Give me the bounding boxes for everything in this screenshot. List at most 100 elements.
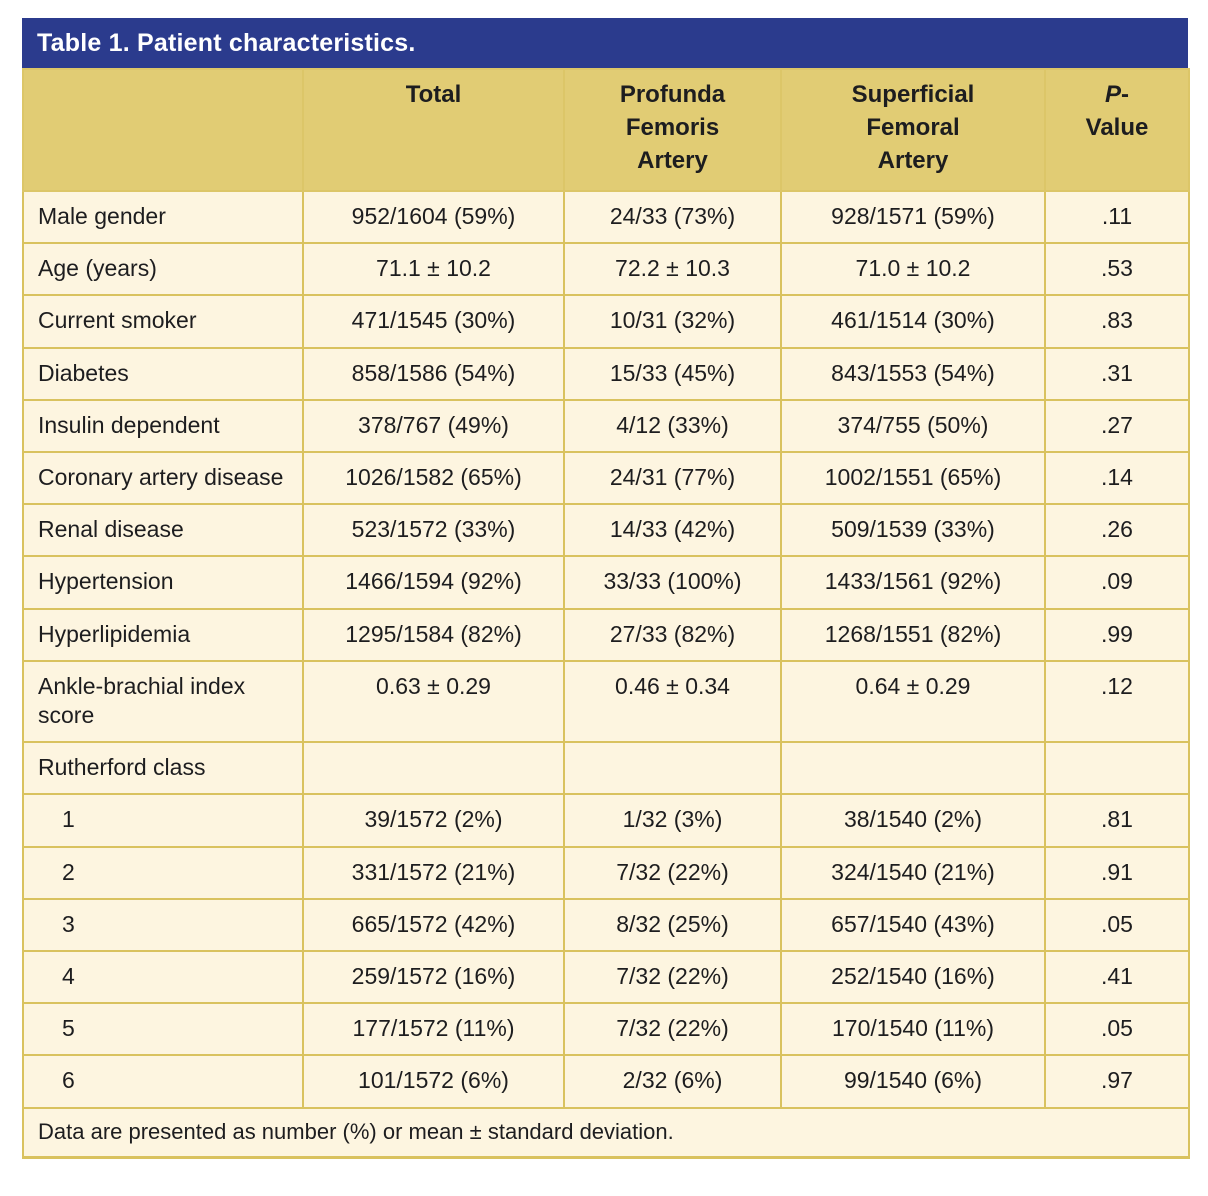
total-cell: 71.1 ± 10.2 [302,242,565,297]
row-label-cell: 5 [22,1002,304,1057]
table-figure: Table 1. Patient characteristics. Total … [22,18,1190,1160]
pvalue-cell: .14 [1044,451,1190,506]
profunda-cell [563,741,782,796]
total-cell: 177/1572 (11%) [302,1002,565,1057]
superficial-cell: 843/1553 (54%) [780,346,1046,401]
superficial-cell: 928/1571 (59%) [780,189,1046,245]
row-label-cell: Male gender [22,189,304,245]
pvalue-cell: .53 [1044,242,1190,297]
table-row: Hypertension 1466/1594 (92%) 33/33 (100%) 1… [22,555,1190,610]
table-row: Male gender 952/1604 (59%) 24/33 (73%) 928/… [22,189,1190,245]
table-row: 5 177/1572 (11%) 7/32 (22%) 170/1540 (11%).… [22,1002,1190,1057]
pvalue-cell: .83 [1044,294,1190,349]
profunda-cell: 7/32 (22%) [563,950,782,1005]
profunda-cell: 1/32 (3%) [563,793,782,848]
total-cell: 858/1586 (54%) [302,346,565,401]
pvalue-cell: .41 [1044,950,1190,1005]
row-label-cell: Hyperlipidemia [22,607,304,662]
row-label-cell: 3 [22,897,304,953]
table-footer: Data are presented as number (%) or mean… [22,1106,1190,1159]
total-cell: 331/1572 (21%) [302,845,565,900]
profunda-cell: 15/33 (45%) [563,346,782,401]
superficial-cell: 324/1540 (21%) [780,845,1046,900]
pvalue-cell: .97 [1044,1054,1190,1109]
footnote-cell: Data are presented as number (%) or mean… [22,1106,1190,1159]
row-label-cell: Ankle-brachial index score [22,659,304,744]
header-profunda-cell: Profunda Femoris Artery [563,68,782,192]
total-cell: 378/767 (49%) [302,398,565,454]
profunda-cell: 27/33 (82%) [563,607,782,662]
pvalue-cell: .05 [1044,897,1190,953]
header-pvalue-cell: P- Value [1044,68,1190,192]
table-row: Coronary artery disease 1026/1582 (65%) 24… [22,451,1190,506]
pvalue-cell: .12 [1044,659,1190,744]
table-row: Current smoker 471/1545 (30%) 10/31 (32%) 4… [22,294,1190,349]
row-label-cell: 1 [22,793,304,848]
superficial-cell: 99/1540 (6%) [780,1054,1046,1109]
profunda-cell: 0.46 ± 0.34 [563,659,782,744]
superficial-cell: 38/1540 (2%) [780,793,1046,848]
superficial-cell: 657/1540 (43%) [780,897,1046,953]
table-row: Ankle-brachial index score 0.63 ± 0.29 0.4… [22,659,1190,744]
patient-characteristics-table: Total Profunda Femoris Artery Superficia… [22,68,1190,1160]
pvalue-italic-p: P [1104,81,1121,108]
total-cell [302,741,565,796]
superficial-cell: 1268/1551 (82%) [780,607,1046,662]
superficial-cell [780,741,1046,796]
profunda-cell: 7/32 (22%) [563,845,782,900]
profunda-cell: 4/12 (33%) [563,398,782,454]
row-label-cell: Insulin dependent [22,398,304,454]
table-row: Diabetes 858/1586 (54%) 15/33 (45%) 843/155… [22,346,1190,401]
row-label-cell: Renal disease [22,503,304,558]
superficial-cell: 1002/1551 (65%) [780,451,1046,506]
row-label-cell: Diabetes [22,346,304,401]
profunda-cell: 33/33 (100%) [563,555,782,610]
pvalue-cell: .81 [1044,793,1190,848]
total-cell: 665/1572 (42%) [302,897,565,953]
pvalue-cell: .99 [1044,607,1190,662]
superficial-cell: 1433/1561 (92%) [780,555,1046,610]
profunda-cell: 14/33 (42%) [563,503,782,558]
header-row: Total Profunda Femoris Artery Superficia… [22,68,1190,192]
total-cell: 39/1572 (2%) [302,793,565,848]
profunda-cell: 24/33 (73%) [563,189,782,245]
profunda-cell: 8/32 (25%) [563,897,782,953]
pvalue-cell: .09 [1044,555,1190,610]
total-cell: 101/1572 (6%) [302,1054,565,1109]
pvalue-cell [1044,741,1190,796]
total-cell: 523/1572 (33%) [302,503,565,558]
superficial-cell: 170/1540 (11%) [780,1002,1046,1057]
profunda-cell: 10/31 (32%) [563,294,782,349]
pvalue-cell: .11 [1044,189,1190,245]
pvalue-cell: .91 [1044,845,1190,900]
profunda-cell: 72.2 ± 10.3 [563,242,782,297]
total-cell: 1466/1594 (92%) [302,555,565,610]
table-row: 4 259/1572 (16%) 7/32 (22%) 252/1540 (16%).… [22,950,1190,1005]
row-label-cell: 6 [22,1054,304,1109]
table-row: Insulin dependent 378/767 (49%) 4/12 (33%)… [22,398,1190,454]
superficial-cell: 252/1540 (16%) [780,950,1046,1005]
table-row: 1 39/1572 (2%) 1/32 (3%) 38/1540 (2%) .81 [22,793,1190,848]
total-cell: 471/1545 (30%) [302,294,565,349]
superficial-cell: 71.0 ± 10.2 [780,242,1046,297]
table-body: Male gender 952/1604 (59%) 24/33 (73%) 928/… [22,189,1190,1109]
table-row: Rutherford class [22,741,1190,796]
table-title-bar: Table 1. Patient characteristics. [22,18,1188,68]
pvalue-cell: .26 [1044,503,1190,558]
profunda-cell: 2/32 (6%) [563,1054,782,1109]
superficial-cell: 0.64 ± 0.29 [780,659,1046,744]
total-cell: 1295/1584 (82%) [302,607,565,662]
table-row: 3 665/1572 (42%) 8/32 (25%) 657/1540 (43%).… [22,897,1190,953]
header-total-cell: Total [302,68,565,192]
row-label-cell: Rutherford class [22,741,304,796]
table-title: Table 1. Patient characteristics. [37,28,416,57]
table-row: 6 101/1572 (6%) 2/32 (6%) 99/1540 (6%) .97 [22,1054,1190,1109]
table-header: Total Profunda Femoris Artery Superficia… [22,68,1190,192]
pvalue-cell: .05 [1044,1002,1190,1057]
header-blank-cell [22,68,304,192]
row-label-cell: Coronary artery disease [22,451,304,506]
table-row: Age (years) 71.1 ± 10.2 72.2 ± 10.3 71.0 ± … [22,242,1190,297]
superficial-cell: 509/1539 (33%) [780,503,1046,558]
row-label-cell: Current smoker [22,294,304,349]
